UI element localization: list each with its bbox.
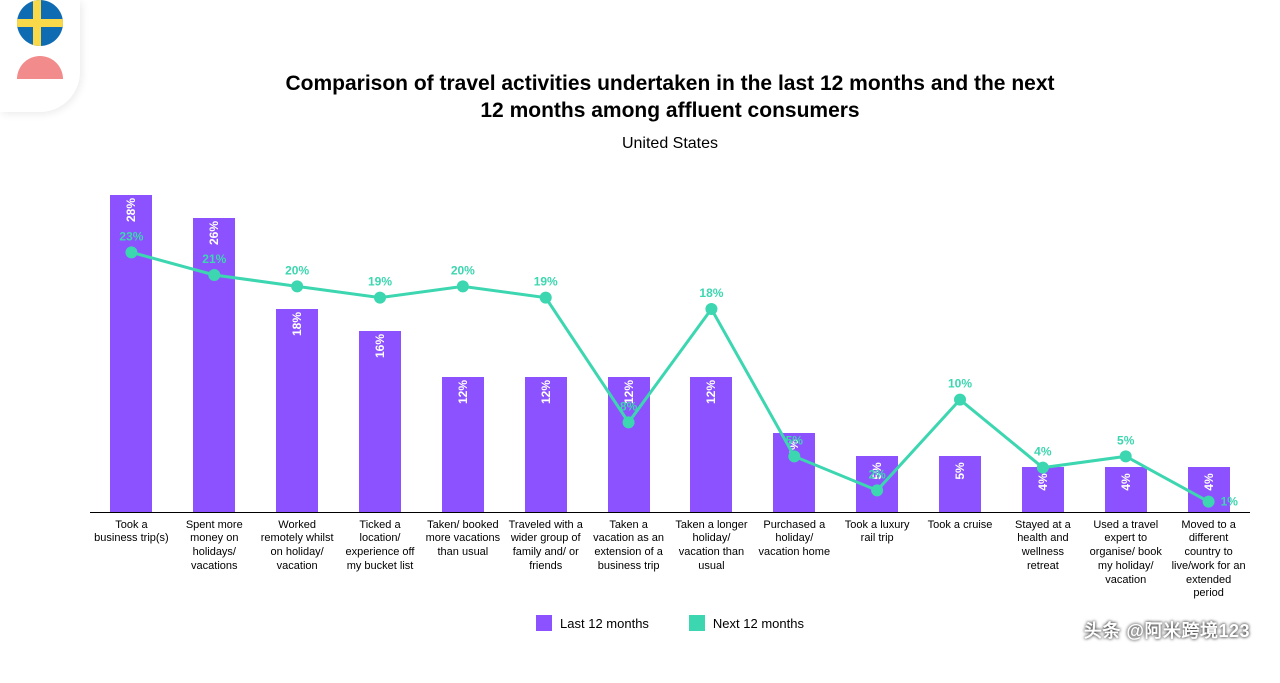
line-marker	[1037, 461, 1049, 473]
chart-title: Comparison of travel activities undertak…	[90, 70, 1250, 125]
x-axis-label: Ticked a location/ experience off my buc…	[339, 519, 422, 602]
line-value-label: 19%	[534, 274, 558, 288]
line-marker	[788, 450, 800, 462]
line-marker	[208, 269, 220, 281]
x-axis-label: Took a cruise	[919, 519, 1002, 602]
legend-item-line: Next 12 months	[689, 615, 804, 631]
legend-label-bar: Last 12 months	[560, 616, 649, 631]
x-axis-label: Moved to a different country to live/wor…	[1167, 519, 1250, 602]
x-axis-label: Worked remotely whilst on holiday/ vacat…	[256, 519, 339, 602]
plot-area: 28%26%18%16%12%12%12%12%7%5%5%4%4%4% 23%…	[90, 173, 1250, 513]
line-value-label: 19%	[368, 274, 392, 288]
x-axis-label: Spent more money on holidays/ vacations	[173, 519, 256, 602]
x-axis-label: Taken a longer holiday/ vacation than us…	[670, 519, 753, 602]
x-axis-labels: Took a business trip(s)Spent more money …	[90, 519, 1250, 602]
line-marker	[954, 393, 966, 405]
x-axis-label: Used a travel expert to organise/ book m…	[1084, 519, 1167, 602]
x-axis	[90, 512, 1250, 513]
line-marker	[1120, 450, 1132, 462]
x-axis-label: Stayed at a health and wellness retreat	[1001, 519, 1084, 602]
line-marker	[871, 484, 883, 496]
line-value-label: 1%	[1221, 494, 1239, 508]
sweden-flag[interactable]	[17, 0, 63, 46]
line-marker	[291, 280, 303, 292]
line-marker	[374, 291, 386, 303]
legend-item-bar: Last 12 months	[536, 615, 649, 631]
x-axis-label: Taken a vacation as an extension of a bu…	[587, 519, 670, 602]
line-value-label: 20%	[285, 263, 309, 277]
line-marker	[623, 416, 635, 428]
watermark-text: 头条 @阿米跨境123	[1084, 617, 1250, 643]
line-marker	[457, 280, 469, 292]
x-axis-label: Took a business trip(s)	[90, 519, 173, 602]
line-value-label: 10%	[948, 376, 972, 390]
line-value-label: 8%	[620, 399, 638, 413]
chart-subtitle: United States	[90, 135, 1250, 153]
line-value-label: 2%	[868, 467, 886, 481]
singapore-flag[interactable]	[17, 56, 63, 102]
title-line2: 12 months among affluent consumers	[480, 99, 859, 122]
line-value-label: 5%	[1117, 433, 1135, 447]
line-value-label: 5%	[786, 433, 804, 447]
x-axis-label: Traveled with a wider group of family an…	[504, 519, 587, 602]
chart-container: Comparison of travel activities undertak…	[90, 70, 1250, 643]
country-flag-sidebar	[0, 0, 80, 112]
line-marker	[540, 291, 552, 303]
line-marker	[125, 246, 137, 258]
line-marker	[1203, 495, 1215, 507]
line-series: 23% 21% 20% 19% 20% 19% 8% 18% 5% 2% 10% 4% 5% 1%	[90, 173, 1250, 513]
legend: Last 12 months Next 12 months	[90, 615, 1250, 631]
line-value-label: 23%	[119, 229, 143, 243]
legend-label-line: Next 12 months	[713, 616, 804, 631]
line-value-label: 21%	[202, 252, 226, 266]
line-value-label: 18%	[699, 286, 723, 300]
legend-swatch-bar	[536, 615, 552, 631]
title-line1: Comparison of travel activities undertak…	[285, 72, 1054, 95]
x-axis-label: Took a luxury rail trip	[836, 519, 919, 602]
x-axis-label: Taken/ booked more vacations than usual	[421, 519, 504, 602]
line-marker	[705, 303, 717, 315]
x-axis-label: Purchased a holiday/ vacation home	[753, 519, 836, 602]
line-value-label: 4%	[1034, 444, 1052, 458]
legend-swatch-line	[689, 615, 705, 631]
line-value-label: 20%	[451, 263, 475, 277]
